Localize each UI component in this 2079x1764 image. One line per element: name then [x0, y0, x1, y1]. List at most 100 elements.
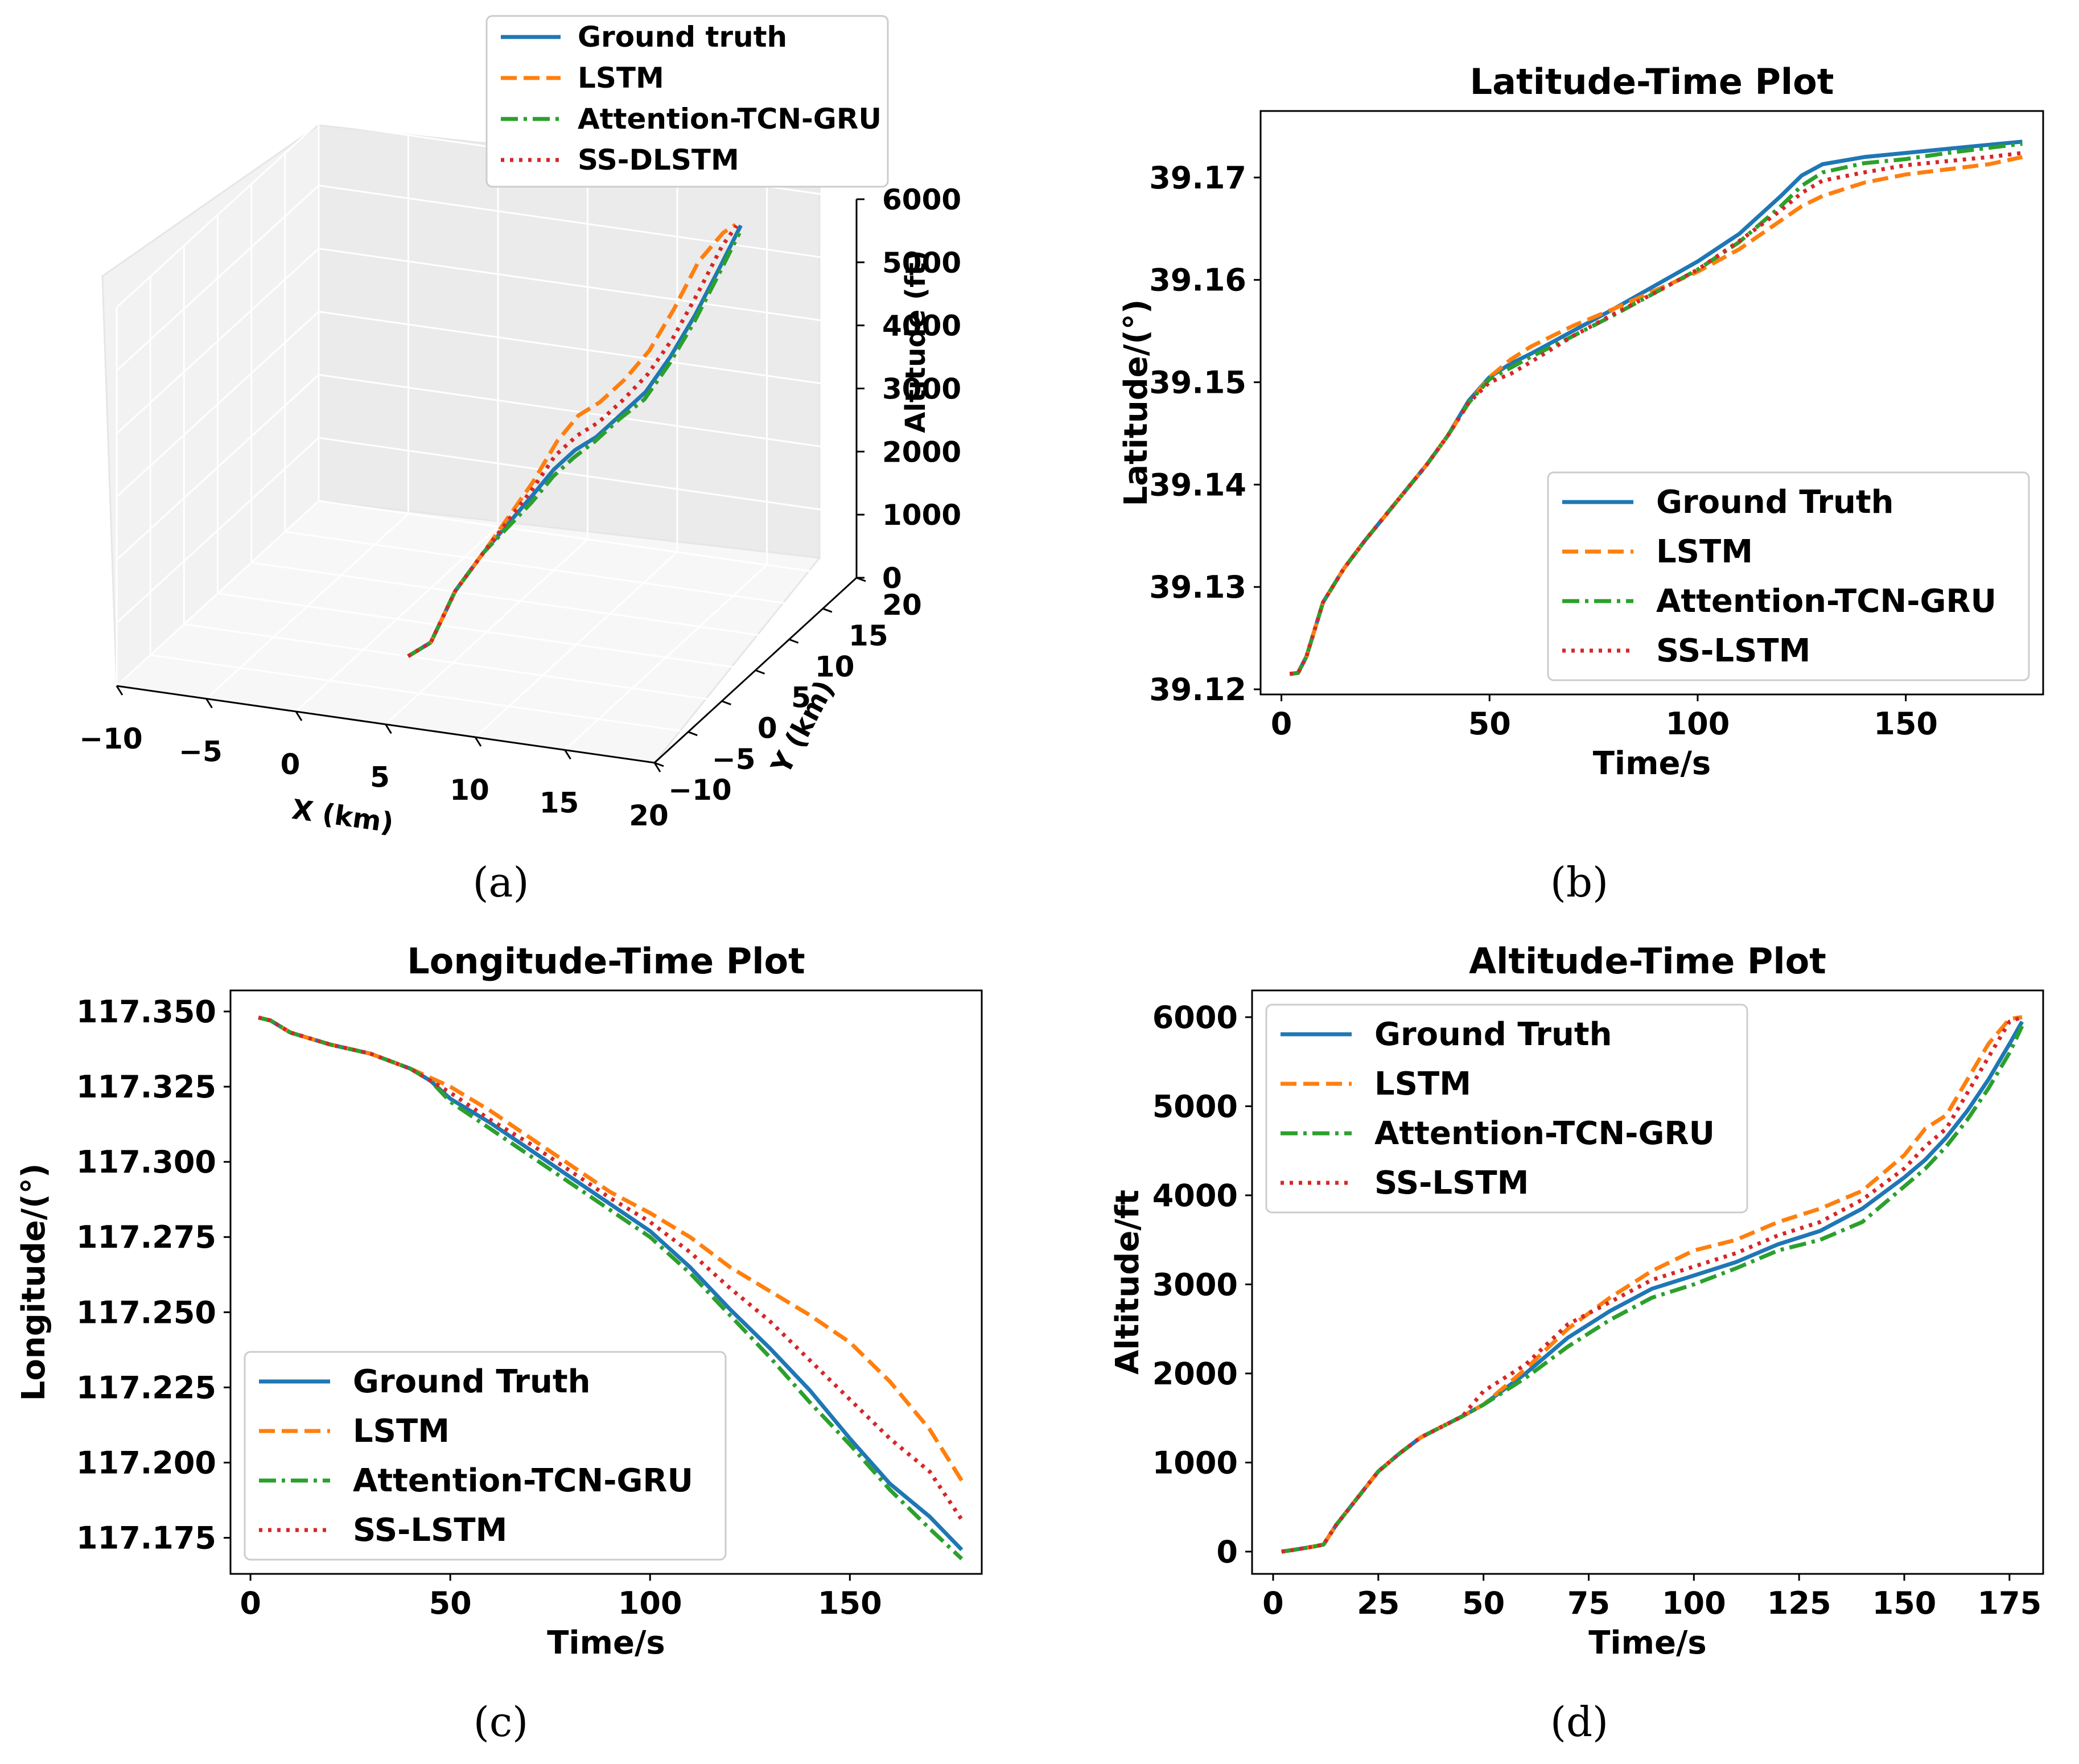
legend-label-lstm: LSTM [578, 61, 664, 94]
y-tick-label: 39.16 [1149, 262, 1246, 298]
grid-line [318, 184, 857, 264]
grid-line [116, 311, 320, 497]
grid-line [318, 437, 857, 516]
y-tick [789, 638, 799, 644]
x-tick [564, 749, 571, 760]
y-tick-label: 20 [882, 589, 922, 622]
legend-label-ss-dlstm: SS-DLSTM [578, 143, 739, 176]
x-tick-label: 0 [240, 1585, 261, 1621]
axes-frame [1251, 989, 2044, 1575]
x-tick-label: 0 [281, 748, 300, 781]
grid-line [116, 248, 320, 434]
z-tick-label: 1000 [882, 499, 961, 532]
legend: Ground Truth LSTM Attention-TCN-GRU SS-LSTM [244, 1351, 727, 1561]
y-tick [721, 700, 731, 706]
legend-label-ground-truth: Ground truth [578, 20, 787, 54]
z-tick-label: 3000 [882, 373, 961, 406]
z-tick-label: 2000 [882, 435, 961, 468]
x-tick-label: 150 [1874, 706, 1938, 742]
x-tick-label: 10 [450, 774, 489, 807]
x-tick-label: 100 [1666, 706, 1730, 742]
legend-label-ss-lstm: SS-LSTM [1374, 1165, 1529, 1202]
grid-line [285, 531, 824, 610]
grid-line [116, 121, 320, 309]
legend-label-ground-truth: Ground Truth [1374, 1016, 1612, 1053]
x-tick-label: 150 [818, 1585, 882, 1621]
x-tick [116, 685, 123, 696]
grid-line [318, 248, 857, 327]
series-line-ss-lstm [258, 1015, 964, 1521]
back-wall-right [318, 124, 821, 559]
y-tick-label: 0 [758, 712, 777, 745]
legend-label-attention-tcn-gru: Attention-TCN-GRU [1374, 1115, 1715, 1152]
y-tick [687, 731, 698, 737]
x-tick-label: 50 [1468, 706, 1511, 742]
x-tick-label: 100 [1662, 1585, 1726, 1621]
grid-line [116, 184, 320, 371]
y-tick-label: 117.300 [76, 1144, 216, 1180]
x-tick-label: 0 [1271, 706, 1292, 742]
legend-label-ground-truth: Ground Truth [1656, 484, 1894, 521]
legend-label-lstm: LSTM [1374, 1066, 1471, 1103]
z-axis-label: Altitude (ft) [900, 250, 932, 433]
caption-c: (c) [474, 1698, 529, 1746]
chart-title: Altitude-Time Plot [1469, 940, 1826, 982]
legend-label-attention-tcn-gru: Attention-TCN-GRU [1656, 583, 1996, 620]
x-tick-label: −10 [79, 722, 142, 755]
x-tick-label: 5 [370, 761, 390, 794]
z-tick-label: 0 [882, 562, 902, 595]
y-tick-label: 2000 [1152, 1356, 1238, 1392]
x-axis-label: Time/s [1588, 1625, 1707, 1662]
x-tick-label: 75 [1567, 1585, 1610, 1621]
legend-label-attention-tcn-gru: Attention-TCN-GRU [578, 102, 882, 135]
axes-frame [229, 989, 983, 1575]
y-tick-label: −5 [712, 743, 756, 776]
series-lines [1289, 139, 2023, 676]
series-line-attention-tcn-gru [1281, 1025, 2024, 1554]
y-tick-label: 4000 [1152, 1178, 1238, 1214]
trajectory-attention-tcn-gru [407, 232, 742, 658]
x-tick [385, 723, 392, 734]
series-line-attention-tcn-gru [1289, 142, 2023, 676]
y-axis-label: Altitude/ft [1109, 1190, 1146, 1375]
grid-line [150, 654, 689, 733]
x-tick-label: 0 [1262, 1585, 1284, 1621]
x-tick-label: −5 [179, 735, 223, 768]
y-tick-label: 5000 [1152, 1088, 1238, 1124]
grid-line [116, 437, 320, 624]
y-tick [755, 669, 765, 675]
grid-line [217, 593, 756, 671]
y-tick [654, 762, 664, 767]
grid-line [251, 561, 789, 640]
legend-box [485, 15, 889, 188]
y-tick-label: 117.225 [76, 1370, 216, 1405]
y-tick-label: 39.13 [1149, 569, 1246, 605]
x-tick [295, 711, 303, 721]
legend-box [244, 1351, 727, 1561]
series-lines [1281, 1015, 2024, 1554]
panel-c-longitude-time: Longitude-Time Plot 0 50 100 150 117.175 117.2… [15, 940, 983, 1662]
y-tick-label: 117.325 [76, 1069, 216, 1105]
legend: Ground truth LSTM Attention-TCN-GRU SS-DLST… [485, 15, 889, 188]
y-tick [822, 607, 833, 613]
y-tick-label: 6000 [1152, 1000, 1238, 1035]
y-tick-label: 1000 [1152, 1445, 1238, 1481]
series-line-lstm [1289, 155, 2023, 676]
y-axis-label: Latitude/(°) [1118, 299, 1155, 507]
y-tick-label: 117.175 [76, 1520, 216, 1556]
x-tick [474, 737, 482, 747]
series-line-attention-tcn-gru [258, 1015, 964, 1561]
x-tick-label: 50 [1462, 1585, 1505, 1621]
x-tick-label: 20 [629, 799, 669, 832]
legend-label-attention-tcn-gru: Attention-TCN-GRU [353, 1462, 693, 1499]
y-tick-label: −10 [668, 774, 731, 807]
y-tick-label: 117.200 [76, 1445, 216, 1481]
grid-line [184, 623, 722, 702]
grid-line [318, 500, 857, 579]
x-axis-label: Time/s [1593, 745, 1711, 782]
legend-label-lstm: LSTM [353, 1413, 450, 1450]
x-tick-label: 150 [1872, 1585, 1937, 1621]
series-line-ss-lstm [1281, 1015, 2023, 1554]
grid-line [116, 500, 320, 687]
chart-title: Latitude-Time Plot [1470, 61, 1834, 102]
